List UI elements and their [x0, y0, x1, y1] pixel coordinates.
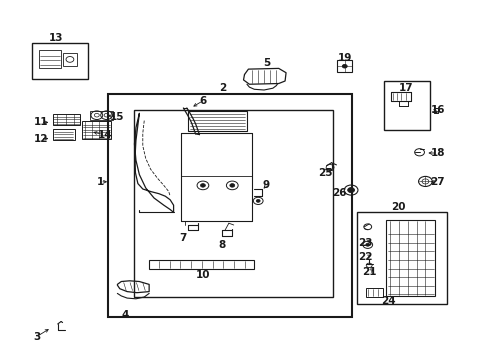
- Text: 26: 26: [332, 188, 346, 198]
- Circle shape: [229, 184, 234, 187]
- Text: 2: 2: [219, 83, 225, 93]
- Text: 27: 27: [429, 177, 444, 187]
- Text: 23: 23: [358, 238, 372, 248]
- Bar: [365, 288, 382, 297]
- Circle shape: [200, 184, 205, 187]
- Text: 15: 15: [110, 112, 124, 122]
- Bar: [107, 94, 351, 317]
- Text: 3: 3: [33, 332, 40, 342]
- Circle shape: [342, 64, 346, 68]
- Text: 21: 21: [361, 267, 376, 277]
- Bar: [386, 220, 434, 296]
- Circle shape: [347, 188, 354, 193]
- Text: 13: 13: [49, 33, 63, 43]
- Bar: [356, 212, 447, 304]
- Bar: [32, 43, 88, 79]
- Bar: [383, 81, 429, 130]
- Text: 25: 25: [317, 168, 332, 178]
- Bar: [82, 121, 111, 139]
- Bar: [337, 60, 351, 72]
- Text: 12: 12: [33, 134, 48, 144]
- Text: 18: 18: [429, 148, 444, 158]
- Text: 7: 7: [179, 233, 187, 243]
- Text: 17: 17: [398, 83, 412, 93]
- Bar: [62, 53, 77, 66]
- Text: 5: 5: [263, 58, 269, 68]
- Bar: [134, 110, 332, 297]
- Circle shape: [256, 199, 260, 202]
- Text: 10: 10: [195, 270, 210, 280]
- Bar: [149, 260, 254, 269]
- Text: 4: 4: [121, 310, 128, 320]
- Text: 14: 14: [98, 130, 112, 140]
- Bar: [90, 111, 113, 120]
- Bar: [53, 129, 75, 140]
- Text: 1: 1: [97, 177, 103, 187]
- Text: 20: 20: [390, 202, 405, 212]
- Bar: [53, 114, 80, 125]
- Bar: [39, 50, 61, 68]
- Circle shape: [365, 243, 369, 246]
- Text: 22: 22: [358, 252, 372, 262]
- Text: 9: 9: [263, 180, 269, 190]
- Text: 19: 19: [337, 53, 351, 63]
- Text: 8: 8: [219, 240, 225, 250]
- Text: 24: 24: [381, 296, 395, 306]
- Text: 6: 6: [199, 96, 206, 106]
- Bar: [188, 111, 246, 131]
- Text: 11: 11: [33, 117, 48, 127]
- Text: 16: 16: [429, 105, 444, 115]
